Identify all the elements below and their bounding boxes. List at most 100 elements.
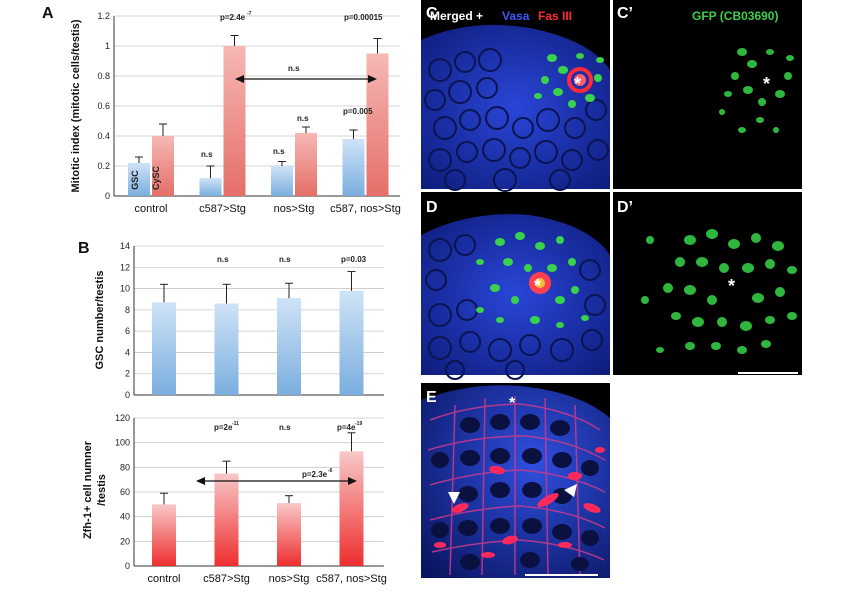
category-label: control: [147, 573, 180, 585]
chart-b-bottom-ylabel-2: /testis: [96, 474, 108, 506]
micrograph-e: E *: [421, 383, 610, 578]
y-tick-label: 4: [125, 347, 130, 357]
y-tick-label: 0: [125, 561, 130, 571]
micro-title-fas: Fas III: [538, 9, 572, 23]
chart-a-categories: control c587>Stg nos>Stg c587, nos>Stg: [134, 203, 400, 215]
y-tick-label: 0: [125, 390, 130, 400]
chart-a-annotation: n.s: [297, 114, 309, 123]
hub-asterisk: *: [509, 395, 516, 412]
hub-asterisk: *: [728, 276, 735, 296]
hub-asterisk: *: [763, 74, 770, 94]
y-tick-label: 60: [120, 487, 130, 497]
bar-cysc: [223, 46, 246, 196]
bar-cysc: [295, 133, 317, 196]
chart-b-top-bars: [152, 271, 364, 395]
bar-gsc-number: [339, 290, 364, 395]
y-tick-label: 0.8: [97, 71, 110, 81]
bar-gsc-number: [152, 302, 176, 395]
chart-a-tick-labels: 0 0.2 0.4 0.6 0.8 1 1.2: [97, 11, 110, 201]
micro-title-vasa: Vasa: [502, 9, 530, 23]
bar-zfh1-number: [214, 473, 239, 566]
micro-title-merged: Merged +: [430, 9, 483, 23]
micrograph-d-prime: D’ *: [613, 192, 802, 375]
bar-cysc: [152, 136, 174, 196]
bar-gsc: [199, 178, 222, 196]
chart-b-bottom: 0 20 40 60 80 100 120 control c587>Stg nos>Stg c5…: [115, 413, 387, 585]
scale-bar: [525, 574, 598, 576]
micrograph-d: D *: [421, 192, 610, 380]
chart-b-bottom-annotation-exp: -6: [328, 468, 333, 474]
y-tick-label: 14: [120, 241, 130, 251]
chart-b-bottom-annotation: n.s: [279, 423, 291, 432]
y-tick-label: 0.4: [97, 131, 110, 141]
chart-b-top-annotation: p=0.03: [341, 255, 367, 264]
bar-zfh1-number: [277, 503, 301, 566]
panel-label-c-prime: C’: [617, 5, 633, 22]
y-tick-label: 6: [125, 326, 130, 336]
chart-b-top: 0 2 4 6 8 10 12 14: [120, 241, 384, 400]
y-tick-label: 80: [120, 462, 130, 472]
chart-b-bottom-annotation-exp: -11: [232, 421, 239, 427]
bar-zfh1-number: [152, 504, 176, 566]
bar-gsc: [342, 139, 365, 196]
category-label: control: [134, 203, 167, 215]
bar-gsc: [271, 166, 293, 196]
comparison-arrow: [235, 75, 377, 83]
category-label: nos>Stg: [269, 573, 310, 585]
panel-label-d: D: [426, 199, 438, 216]
y-tick-label: 8: [125, 305, 130, 315]
chart-a-annotation: n.s: [273, 147, 285, 156]
chart-a: 0 0.2 0.4 0.6 0.8 1 1.2 control c587>Stg nos>Stg…: [97, 11, 400, 215]
micrograph-c: Merged + Vasa Fas III C *: [421, 0, 610, 192]
chart-b-bottom-ylabel: Zfh-1+ cell numner: [82, 440, 94, 539]
chart-b-bottom-annotation: p=4e: [337, 423, 356, 432]
panel-label-d-prime: D’: [617, 199, 633, 216]
chart-a-bars: [128, 35, 389, 196]
y-tick-label: 1.2: [97, 11, 110, 21]
bar-label-gsc: GSC: [130, 170, 140, 190]
scale-bar: [738, 372, 798, 374]
category-label: nos>Stg: [274, 203, 315, 215]
category-label: c587, nos>Stg: [330, 203, 401, 215]
bar-cysc: [366, 53, 389, 196]
chart-b-top-tick-labels: 0 2 4 6 8 10 12 14: [120, 241, 130, 400]
chart-b-bottom-annotation-exp: -19: [355, 421, 362, 427]
micrograph-c-prime: GFP (CB03690) C’ *: [613, 0, 802, 189]
panel-label-b: B: [78, 240, 90, 257]
bar-label-cysc: CySC: [151, 166, 161, 191]
chart-a-annotation: n.s: [201, 150, 213, 159]
comparison-arrow: [196, 477, 357, 485]
y-tick-label: 20: [120, 536, 130, 546]
chart-a-annotation: n.s: [288, 64, 300, 73]
chart-a-ylabel: Mitotic index (mitotic cells/testis): [70, 19, 82, 192]
chart-b-bottom-annotation: p=2e: [214, 423, 233, 432]
y-tick-label: 2: [125, 369, 130, 379]
category-label: c587, nos>Stg: [316, 573, 387, 585]
bar-gsc-number: [214, 303, 239, 395]
chart-a-annotation: p=0.005: [343, 107, 373, 116]
chart-b-bottom-categories: control c587>Stg nos>Stg c587, nos>Stg: [147, 573, 386, 585]
y-tick-label: 10: [120, 284, 130, 294]
hub-asterisk: *: [574, 74, 581, 94]
micro-title-gfp: GFP (CB03690): [692, 9, 778, 23]
category-label: c587>Stg: [203, 573, 250, 585]
arrowhead-icon: [448, 492, 460, 504]
chart-b-top-annotation: n.s: [279, 255, 291, 264]
chart-b-bottom-tick-labels: 0 20 40 60 80 100 120: [115, 413, 130, 571]
y-tick-label: 1: [105, 41, 110, 51]
bar-gsc-number: [277, 298, 301, 395]
y-tick-label: 0.2: [97, 161, 110, 171]
y-tick-label: 120: [115, 413, 130, 423]
bar-gsc: [128, 163, 150, 196]
arrowhead-icon: [564, 484, 577, 497]
category-label: c587>Stg: [199, 203, 246, 215]
y-tick-label: 100: [115, 438, 130, 448]
panel-label-c: C: [426, 5, 438, 22]
bar-zfh1-number: [339, 451, 364, 566]
chart-a-annotation: p=2.4e: [220, 13, 246, 22]
chart-b-top-ylabel: GSC number/testis: [94, 270, 106, 369]
y-tick-label: 0: [105, 191, 110, 201]
chart-a-annotation: p=0.00015: [344, 13, 383, 22]
panel-label-a: A: [42, 5, 54, 22]
